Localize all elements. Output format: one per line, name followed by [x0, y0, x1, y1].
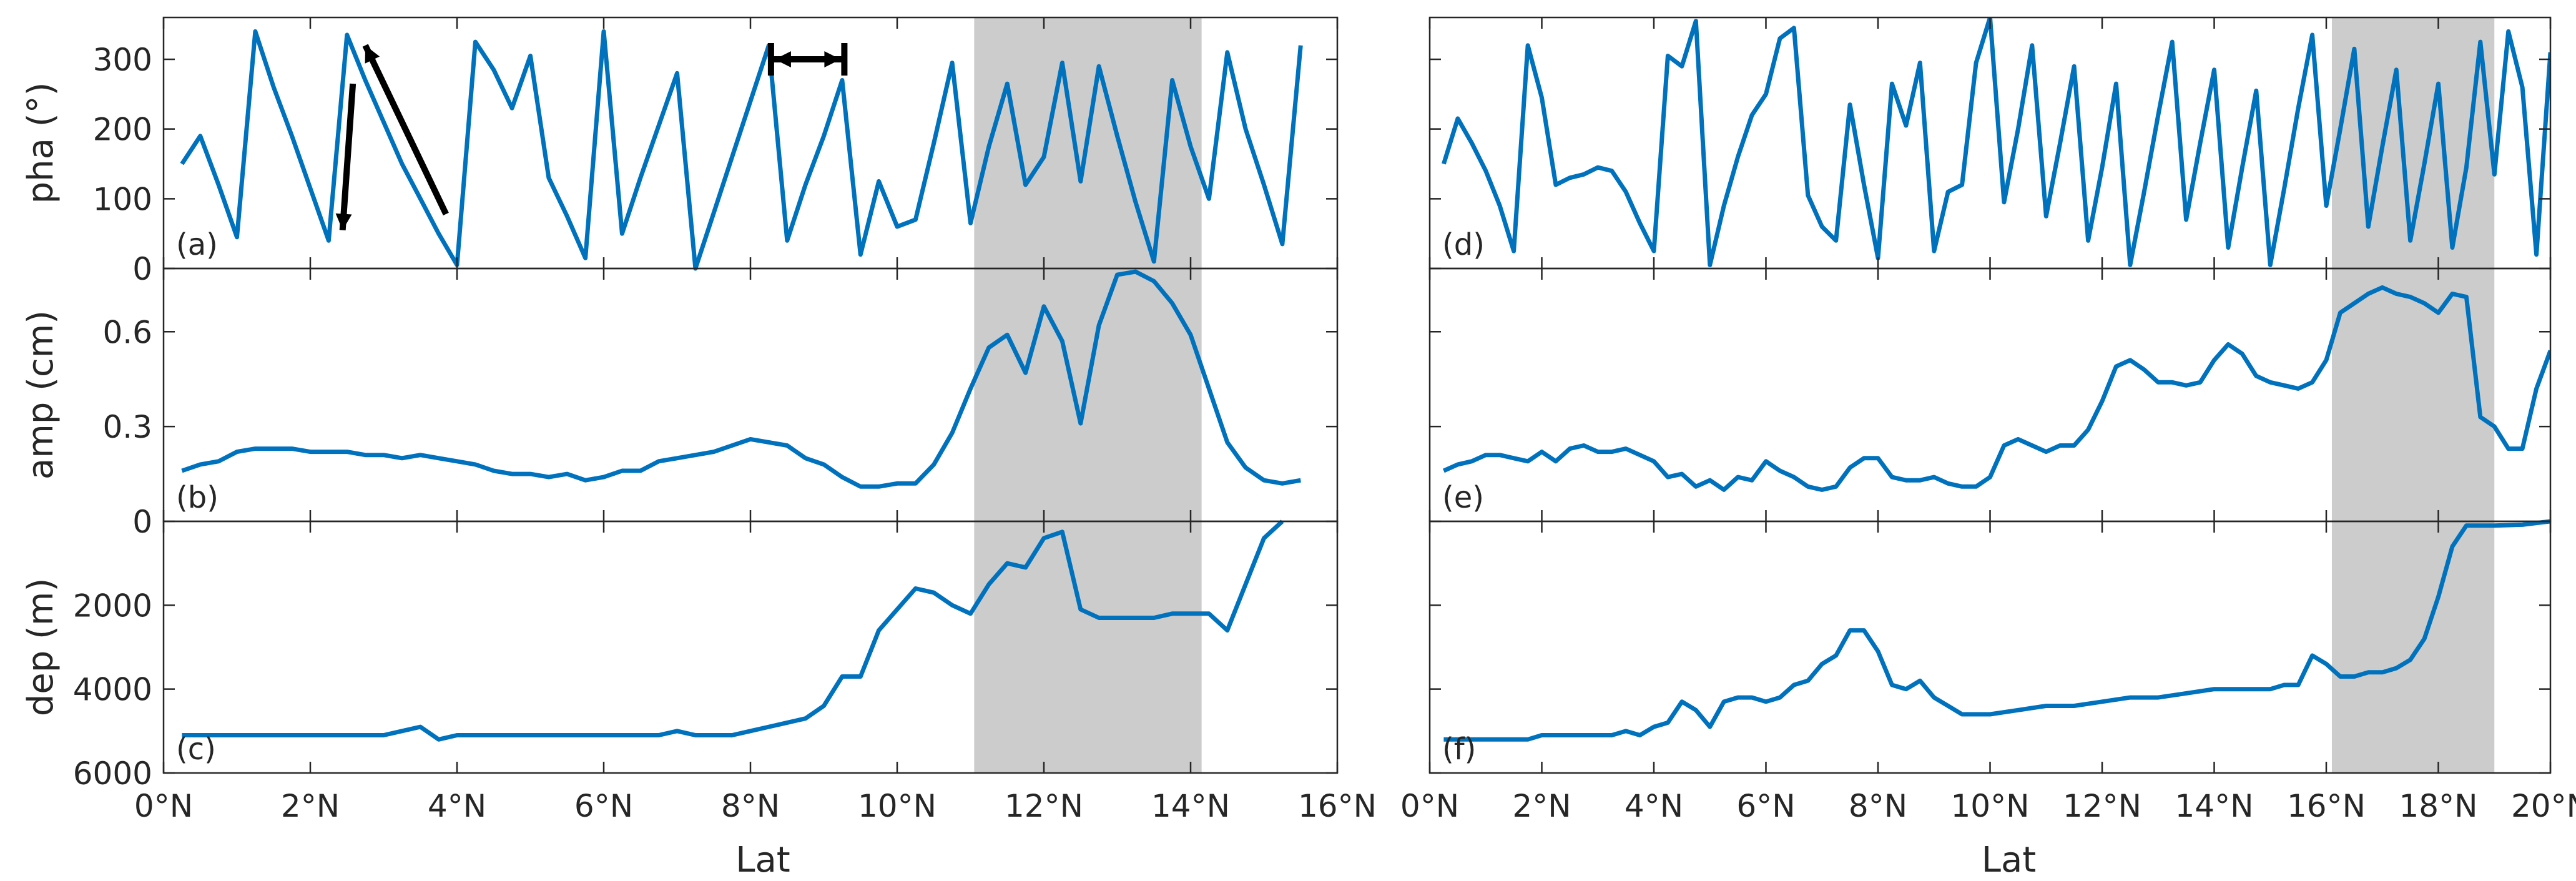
panel-c-ytick-label: 2000 [73, 588, 152, 624]
panel-a-ylabel: pha (°) [21, 82, 61, 204]
panel-f-shaded-region [2331, 521, 2495, 773]
up-arrow-head [365, 45, 380, 64]
panel-f-xtick-label: 4°N [1625, 788, 1683, 824]
panel-f-xlabel: Lat [1982, 840, 2036, 880]
panel-c-xlabel: Lat [735, 840, 790, 880]
panel-d-series-line [1442, 17, 2550, 267]
panel-e-label: (e) [1442, 480, 1484, 515]
panel-c-xtick-label: 6°N [574, 788, 633, 824]
panel-c-xtick-label: 8°N [721, 788, 780, 824]
panel-f-xtick-label: 6°N [1736, 788, 1795, 824]
panel-c-series-line [182, 519, 1284, 742]
panel-d-label: (d) [1442, 227, 1485, 262]
panel-a-ytick-label: 100 [93, 181, 152, 217]
panel-c-ytick-label: 4000 [73, 672, 152, 708]
panel-f-xtick-label: 10°N [1950, 788, 2029, 824]
panel-c-xtick-label: 16°N [1298, 788, 1377, 824]
panel-c-xtick-label: 10°N [858, 788, 937, 824]
panel-b-ytick-label: 0.6 [102, 314, 152, 350]
panel-c-shaded-region [974, 521, 1202, 773]
horizontal-arrow-head-right [824, 51, 841, 67]
panel-c-xtick-label: 12°N [1005, 788, 1083, 824]
panel-f-label: (f) [1442, 732, 1476, 767]
panel-a-ytick-label: 0 [132, 251, 152, 287]
panel-f-series-line [1443, 519, 2550, 742]
panel-c-ylabel: dep (m) [21, 578, 61, 717]
panel-a-ytick-label: 300 [93, 42, 152, 78]
panel-c-label: (c) [176, 732, 216, 767]
panel-a-series-line [180, 29, 1303, 271]
panel-a-ytick-label: 200 [93, 112, 152, 148]
down-arrow [339, 83, 356, 230]
panel-e-shaded-region [2331, 268, 2495, 521]
panel-c-xtick-label: 4°N [428, 788, 486, 824]
panel-f-xtick-label: 8°N [1849, 788, 1907, 824]
panel-b-ylabel: amp (cm) [21, 310, 61, 480]
panel-c-ytick-label: 6000 [73, 755, 152, 792]
panel-b-series-line [181, 269, 1301, 489]
panel-c-xtick-label: 14°N [1151, 788, 1230, 824]
down-arrow-head [335, 213, 352, 230]
panel-a-label: (a) [176, 227, 218, 262]
panel-f-xtick-label: 12°N [2063, 788, 2141, 824]
panel-b-ytick-label: 0.3 [102, 409, 152, 445]
panel-f-xtick-label: 20°N [2511, 788, 2576, 824]
panel-f-xtick-label: 0°N [1400, 788, 1459, 824]
panel-f-xtick-label: 2°N [1512, 788, 1571, 824]
up-arrow [362, 44, 449, 216]
panel-f-xtick-label: 14°N [2175, 788, 2253, 824]
panel-f-xtick-label: 16°N [2287, 788, 2366, 824]
panel-b-ytick-label: 0 [132, 504, 152, 540]
panel-b-label: (b) [176, 480, 219, 515]
panel-c-xtick-label: 0°N [134, 788, 193, 824]
panel-c-xtick-label: 2°N [281, 788, 340, 824]
horizontal-arrow-head-left [774, 51, 791, 67]
panel-f-xtick-label: 18°N [2399, 788, 2477, 824]
panel-e-series-line [1442, 285, 2550, 492]
